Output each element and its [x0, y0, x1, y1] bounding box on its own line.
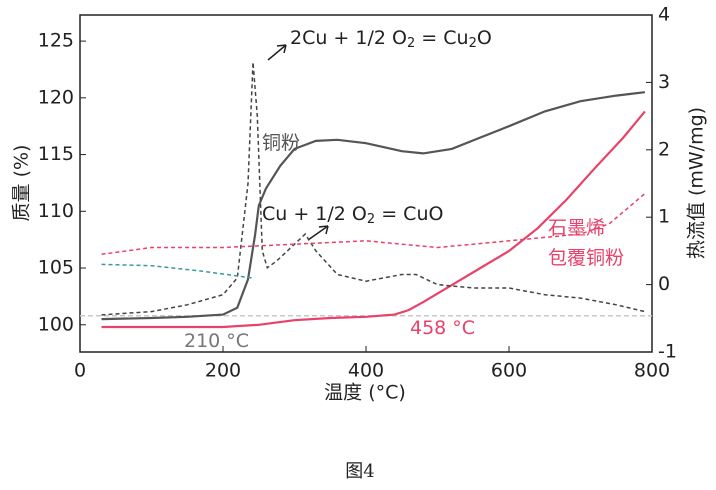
y-tick-label: 100	[38, 313, 74, 335]
arrow	[307, 225, 329, 241]
annotation: 铜粉	[262, 132, 300, 154]
annotation: Cu + 1/2 O2 = CuO	[262, 203, 443, 227]
annotation: 458 °C	[410, 317, 475, 339]
series-line	[101, 110, 646, 329]
annotation-part: 458 °C	[410, 317, 475, 339]
annotation-part: = CuO	[375, 203, 443, 225]
y-axis-label: 质量 (%)	[11, 145, 33, 222]
annotation: 包覆铜粉	[548, 247, 624, 269]
y2-tick-label: 0	[658, 273, 670, 295]
annotation-part: 210 °C	[184, 330, 249, 352]
y2-tick-label: 1	[658, 206, 670, 228]
annotation-part: 石墨烯	[548, 217, 605, 239]
arrow	[267, 44, 287, 61]
y2-tick-label: 3	[658, 71, 670, 93]
series-line	[101, 263, 252, 279]
annotation-part: 铜粉	[262, 132, 300, 154]
annotation: 210 °C	[184, 330, 249, 352]
y-tick-label: 125	[38, 30, 74, 52]
plot-frame	[79, 14, 653, 353]
x-tick-label: 0	[74, 360, 86, 382]
y2-tick-label: 2	[658, 138, 670, 160]
annotation-part: 包覆铜粉	[548, 247, 624, 269]
y2-axis-label: 热流值 (mW/mg)	[686, 107, 708, 259]
annotation-part: Cu + 1/2 O	[262, 203, 367, 225]
annotation-part: 2	[469, 36, 477, 51]
series-line	[101, 91, 646, 321]
series-line	[101, 193, 646, 256]
annotation-part: 2Cu + 1/2 O	[290, 27, 407, 49]
annotation-part: 2	[407, 36, 415, 51]
caption: 图4	[345, 461, 374, 482]
annotation-part: 2	[367, 212, 375, 227]
x-tick-label: 400	[348, 360, 384, 382]
y2-tick-label: -1	[658, 341, 677, 363]
y2-tick-label: 4	[658, 4, 670, 26]
x-tick-label: 600	[491, 360, 527, 382]
y-tick-label: 110	[38, 200, 74, 222]
annotation: 2Cu + 1/2 O2 = Cu2O	[290, 27, 492, 51]
annotation: 石墨烯	[548, 217, 605, 239]
x-axis-label: 温度 (°C)	[324, 382, 406, 404]
x-tick-label: 800	[634, 360, 670, 382]
y-tick-label: 115	[38, 143, 74, 165]
y-tick-label: 105	[38, 257, 74, 279]
x-tick-label: 200	[205, 360, 241, 382]
annotation-part: = Cu	[415, 27, 468, 49]
y-tick-label: 120	[38, 86, 74, 108]
annotation-part: O	[477, 27, 492, 49]
series-line	[101, 62, 646, 316]
